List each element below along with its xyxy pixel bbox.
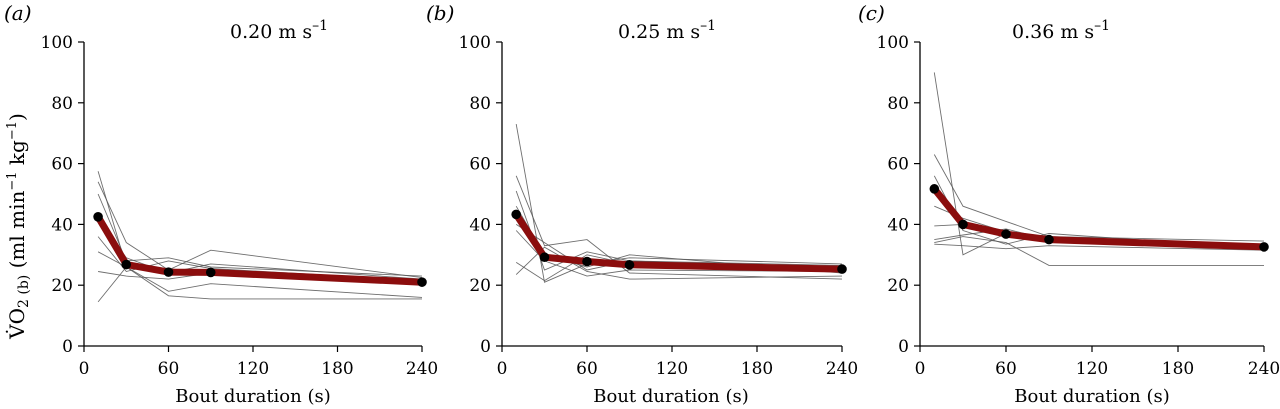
panel-a-title: 0.20 m s–1 — [230, 18, 328, 43]
panel-b-y-tick-label: 20 — [469, 276, 491, 296]
panel-b-individual-line — [515, 230, 843, 277]
panel-a-x-axis-title: Bout duration (s) — [175, 386, 331, 407]
panel-c-y-tick-label: 100 — [877, 33, 909, 53]
panel-a-x-tick-label: 0 — [79, 359, 90, 379]
panel-c-y-tick-label: 20 — [887, 276, 909, 296]
panel-c-plot: 0 20 40 60 80 100 0 60 120 180 240 — [877, 33, 1280, 379]
panel-a-mean-point — [163, 267, 174, 277]
panel-b-mean-point — [582, 256, 592, 267]
panel-b-y-tick-label: 0 — [480, 337, 491, 357]
panel-b-x-tick-label: 0 — [497, 359, 508, 379]
panel-c-mean-point — [1001, 229, 1011, 239]
panel-c-x-tick-label: 0 — [915, 359, 926, 379]
panel-a-plot: 0 20 40 60 80 100 0 60 120 180 240 — [41, 33, 439, 379]
panel-a-mean-point — [417, 277, 427, 287]
panel-a-mean-point — [205, 267, 216, 278]
panel-b-title: 0.25 m s–1 — [618, 18, 716, 43]
panel-c-mean-point — [958, 219, 968, 230]
panel-c-mean-point — [1259, 242, 1269, 252]
panel-a-letter: (a) — [4, 1, 32, 25]
panel-b-x-tick-label: 120 — [656, 359, 688, 379]
panel-b-x-tick-label: 240 — [826, 359, 858, 379]
panel-b-mean-point — [624, 260, 635, 270]
panel-a-individual-line — [97, 266, 422, 303]
panel-b-x-tick-label: 180 — [741, 359, 773, 379]
panel-c-x-tick-label: 240 — [1248, 359, 1280, 379]
panel-a-y-tick-label: 80 — [51, 94, 73, 114]
panel-b-individual-line — [515, 246, 843, 280]
panel-c-letter: (c) — [858, 1, 885, 25]
panel-c-y-tick-label: 80 — [887, 94, 909, 114]
panel-b-y-tick-label: 60 — [469, 155, 491, 175]
panel-c-x-tick-label: 60 — [995, 359, 1017, 379]
panel-c-y-tick-label: 0 — [898, 337, 909, 357]
y-axis-title: V̇O2 (b) (ml min−1 kg−1) — [5, 113, 32, 340]
panel-a-y-tick-label: 60 — [51, 155, 73, 175]
panel-c-individual-line — [934, 236, 1264, 266]
panel-a-y-tick-label: 20 — [51, 276, 73, 296]
panel-a-x-tick-label: 60 — [158, 359, 180, 379]
panel-a-y-tick-label: 0 — [62, 337, 73, 357]
panel-c-x-tick-label: 120 — [1076, 359, 1108, 379]
panel-b-mean-point — [511, 209, 521, 220]
panel-a-x-tick-label: 120 — [237, 359, 269, 379]
panel-a-individual-line — [97, 251, 423, 298]
panel-a-individual-line — [97, 193, 423, 277]
panel-a-y-tick-label: 40 — [51, 215, 73, 235]
panel-b-y-tick-label: 100 — [459, 33, 491, 53]
panel-a-y-tick-label: 100 — [41, 33, 73, 53]
panel-b-mean-line — [512, 210, 846, 273]
panel-a-mean-point — [121, 259, 132, 270]
panel-c-y-tick-label: 60 — [887, 155, 909, 175]
panel-b-mean-point — [837, 264, 847, 274]
panel-c-y-tick-label: 40 — [887, 215, 909, 235]
panel-a-mean-point — [93, 212, 103, 222]
panel-c-x-axis-title: Bout duration (s) — [1014, 386, 1170, 407]
panel-c-x-tick-label: 180 — [1162, 359, 1194, 379]
panel-b-plot: 0 20 40 60 80 100 0 60 120 180 240 — [459, 33, 859, 379]
panel-c-mean-point — [929, 184, 940, 194]
panel-c-individual-line — [934, 243, 1265, 251]
panel-c-individual-line — [933, 154, 1265, 242]
panel-b-x-axis-title: Bout duration (s) — [593, 386, 749, 407]
panel-b-y-tick-label: 80 — [469, 94, 491, 114]
panel-b-y-tick-label: 40 — [469, 215, 491, 235]
panel-b-x-tick-label: 60 — [576, 359, 598, 379]
panel-b-letter: (b) — [426, 1, 454, 25]
panel-c-title: 0.36 m s–1 — [1012, 18, 1110, 43]
panel-a-x-tick-label: 180 — [321, 359, 353, 379]
panel-a-x-tick-label: 240 — [406, 359, 438, 379]
panel-c-mean-line — [930, 185, 1268, 251]
panel-a-individual-line — [97, 171, 423, 282]
panel-a-individual-line — [97, 181, 423, 279]
panel-a-mean-line — [94, 213, 426, 286]
panel-c-mean-point — [1044, 234, 1054, 245]
panel-b-mean-point — [539, 252, 550, 263]
panel-b-individual-line — [515, 175, 843, 280]
